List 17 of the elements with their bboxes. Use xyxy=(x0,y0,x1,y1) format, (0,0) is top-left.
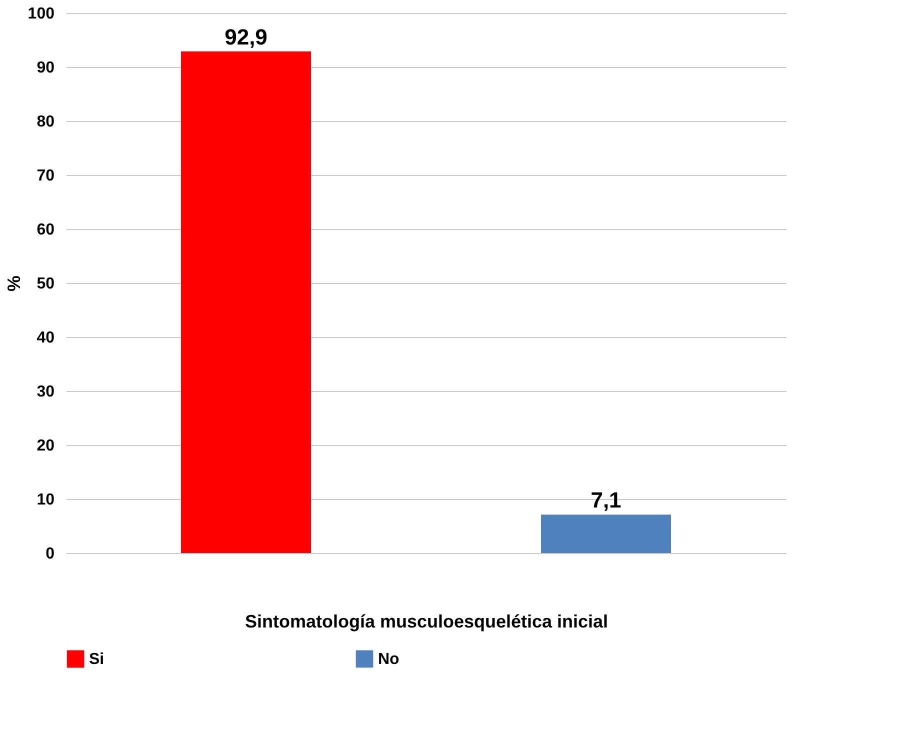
y-tick-label: 80 xyxy=(36,114,55,130)
y-axis-title: % xyxy=(4,275,24,292)
y-tick-label: 0 xyxy=(46,546,55,562)
y-tick-label: 30 xyxy=(36,384,55,400)
data-label: 92,9 xyxy=(224,24,268,50)
y-tick-label: 50 xyxy=(36,276,55,292)
y-tick-label: 10 xyxy=(36,492,55,508)
y-tick-label: 60 xyxy=(36,222,55,238)
y-tick-label: 90 xyxy=(36,60,55,76)
legend-label: No xyxy=(378,650,400,668)
y-tick-label: 100 xyxy=(28,6,55,22)
data-label: 7,1 xyxy=(590,488,622,513)
y-tick-label: 40 xyxy=(36,330,55,346)
y-tick-label: 20 xyxy=(36,438,55,454)
legend-label: Si xyxy=(89,650,104,668)
x-axis-title: Sintomatología musculoesquelética inicial xyxy=(244,612,608,632)
y-tick-label: 70 xyxy=(36,168,55,184)
